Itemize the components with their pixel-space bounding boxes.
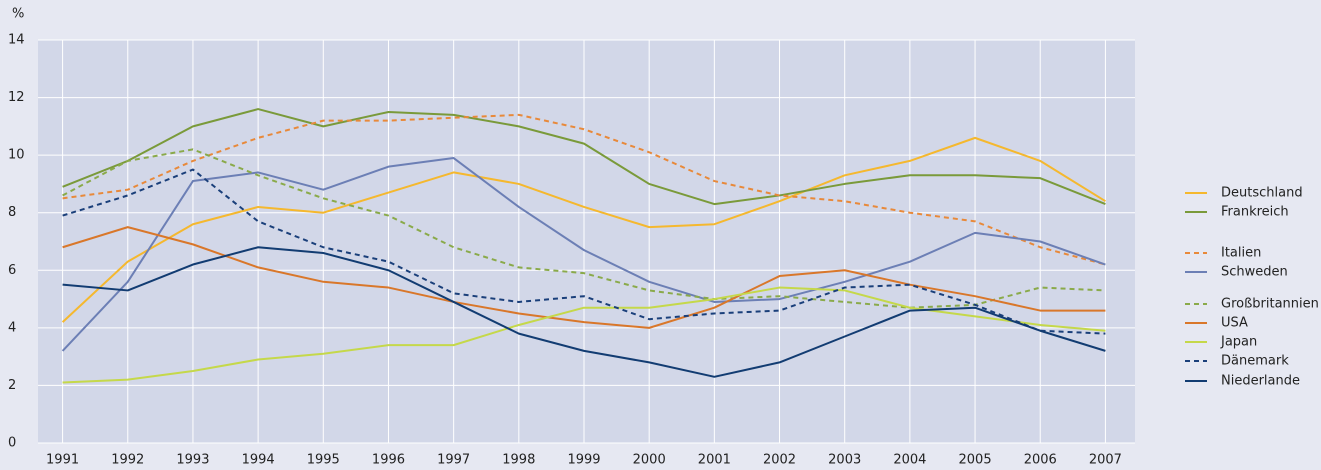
- series-line: [62, 148, 1106, 309]
- y-tick-label: 12: [8, 90, 25, 105]
- x-tick-label: 2005: [959, 453, 992, 468]
- y-tick-label: 8: [8, 205, 16, 220]
- y-tick-label: 4: [8, 320, 16, 335]
- x-tick-label: 2002: [763, 453, 796, 468]
- x-tick-label: 2006: [1024, 453, 1057, 468]
- x-tick-label: 1993: [176, 453, 209, 468]
- x-tick-label: 1997: [437, 453, 470, 468]
- x-tick-label: 2003: [828, 453, 861, 468]
- x-tick-label: 1999: [567, 453, 600, 468]
- series-line: [62, 246, 1106, 378]
- series-line: [62, 168, 1106, 335]
- y-tick-label: 14: [8, 33, 25, 48]
- series-line: [61, 157, 1106, 352]
- x-tick-label: 1996: [372, 453, 405, 468]
- legend-label: Schweden: [1221, 265, 1288, 280]
- series-line: [62, 226, 1106, 329]
- x-tick-label: 1995: [307, 453, 340, 468]
- legend-label: USA: [1221, 316, 1248, 331]
- x-tick-label: 1994: [242, 453, 275, 468]
- x-tick-label: 1992: [111, 453, 144, 468]
- legend-label: Niederlande: [1221, 374, 1300, 389]
- y-unit: %: [12, 7, 24, 22]
- y-tick-label: 2: [8, 378, 16, 393]
- legend-label: Italien: [1221, 246, 1261, 261]
- series-line: [62, 108, 1106, 206]
- legend-label: Großbritannien: [1221, 297, 1319, 312]
- legend-label: Deutschland: [1221, 186, 1303, 201]
- x-tick-label: 2004: [893, 453, 926, 468]
- x-tick-label: 1991: [46, 453, 79, 468]
- y-tick-label: 6: [8, 263, 16, 278]
- x-tick-label: 2007: [1089, 453, 1122, 468]
- x-tick-label: 2001: [698, 453, 731, 468]
- legend-label: Japan: [1220, 335, 1257, 350]
- y-tick-label: 10: [8, 148, 25, 163]
- y-tick-label: 0: [8, 436, 16, 451]
- series-line: [61, 136, 1106, 323]
- x-tick-label: 2000: [633, 453, 666, 468]
- legend-label: Dänemark: [1221, 354, 1289, 369]
- plot-area: [38, 40, 1135, 443]
- series-line: [62, 113, 1106, 266]
- x-tick-label: 1998: [502, 453, 535, 468]
- legend-label: Frankreich: [1221, 205, 1289, 220]
